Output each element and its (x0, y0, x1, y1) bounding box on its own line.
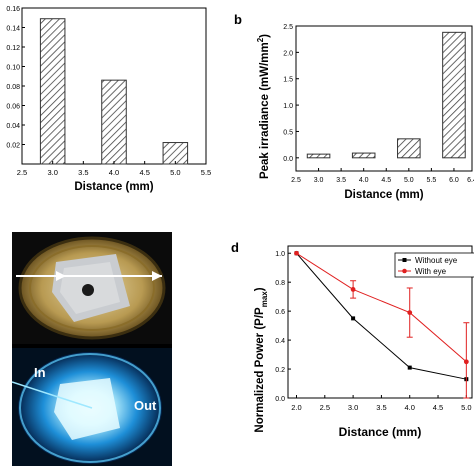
chart-a-ytick-label: 0.14 (6, 26, 20, 33)
chart-d-xtick-label: 2.5 (320, 403, 330, 412)
chart-a-ytick-label: 0.02 (6, 143, 20, 150)
chart-d-ytick-label: 0.4 (275, 338, 285, 345)
chart-a-xtick-label: 3.0 (47, 168, 57, 177)
chart-d-ytick-label: 1.0 (275, 251, 285, 258)
chart-b-ytick-label: 2.5 (283, 24, 293, 31)
chart-d-legend (394, 252, 474, 278)
chart-b-xtick-label: 4.5 (381, 177, 391, 184)
photo-label-in: In (34, 365, 46, 380)
chart-a-ytick-label: 0.12 (6, 45, 20, 52)
chart-d-xtick-label: 3.5 (376, 403, 386, 412)
chart-b-xtick-label: 5.5 (427, 177, 437, 184)
chart-b-xtick-label: 3.0 (314, 177, 324, 184)
chart-b-frame (295, 25, 473, 172)
device-photo: In Out (12, 232, 172, 466)
chart-d-legend-label: Without eye (415, 256, 458, 265)
chart-b-xtick-label: 2.5 (291, 177, 301, 184)
chart-b-ytick-label: 1.5 (283, 77, 293, 84)
chart-d-xtick-label: 3.0 (348, 403, 358, 412)
chart-d-xtick-label: 4.0 (405, 403, 415, 412)
chart-b-xtick-label: 3.5 (336, 177, 346, 184)
chart-b-bar-5.0 (397, 138, 421, 159)
chart-a-ytick-label: 0.16 (6, 6, 20, 13)
chart-d-point (350, 287, 356, 292)
chart-a-xtick-label: 4.5 (139, 168, 149, 177)
chart-d-legend-label: With eye (415, 267, 447, 276)
chart-a-bar-4.0 (101, 79, 127, 165)
chart-b-ytick-label: 0.0 (283, 156, 293, 163)
chart-b-bar-4.0 (351, 152, 376, 159)
chart-d-point (351, 316, 356, 321)
chart-a-ytick-label: 0.08 (6, 84, 20, 91)
chart-b-xtick-label: 5.0 (404, 177, 414, 184)
chart-a-ytick-label: 0.06 (6, 104, 20, 111)
chart-d-ytick-label: 0.8 (275, 280, 285, 287)
chart-d-point (463, 359, 469, 365)
device-photo-drawing (12, 232, 172, 466)
chart-d-point (407, 310, 413, 315)
photo-label-out: Out (134, 398, 157, 413)
chart-d-legend-marker (402, 258, 407, 262)
chart-d-point (407, 365, 412, 370)
chart-d-xtick-label: 4.5 (433, 403, 443, 412)
chart-d-frame (287, 245, 473, 399)
chart-b-ytick-label: 2.0 (283, 50, 293, 57)
chart-d-ytick-label: 0.6 (275, 309, 285, 316)
chart-b-xlabel: Distance (mm) (344, 189, 423, 201)
chart-a-bar-3.0 (39, 18, 66, 165)
chart-d-panel-label: d (231, 240, 239, 255)
chart-d-point (294, 250, 299, 256)
chart-b-xtick-label: 6.4 (467, 177, 474, 184)
chart-a-xtick-label: 3.5 (78, 168, 88, 177)
chart-a-ytick-label: 0.04 (6, 123, 20, 130)
chart-b-panel-label: b (234, 12, 242, 27)
chart-b-ytick-label: 1.0 (283, 103, 293, 110)
chart-a-bar-5.0 (162, 142, 189, 165)
chart-d-xtick-label: 2.0 (291, 403, 301, 412)
chart-b-ylabel: Peak irradiance (mW/mm2) (256, 34, 271, 179)
chart-d-xtick-label: 5.0 (461, 403, 471, 412)
chart-d-legend-marker (402, 268, 407, 274)
chart-d-ytick-label: 0.2 (275, 367, 285, 374)
chart-d-ylabel: Normalized Power (P/Pmax) (254, 287, 269, 432)
chart-a-xtick-label: 5.5 (201, 168, 211, 177)
chart-a-xlabel: Distance (mm) (74, 181, 153, 193)
chart-d-series-line-0 (296, 252, 467, 380)
chart-b-bar-6.0 (442, 31, 466, 159)
chart-d-xlabel: Distance (mm) (339, 425, 422, 439)
chart-a-xtick-label: 4.0 (109, 168, 119, 177)
chart-a-xtick-label: 5.0 (170, 168, 180, 177)
chart-b-xtick-label: 6.0 (449, 177, 459, 184)
chart-a-xtick-label: 2.5 (17, 168, 27, 177)
chart-d-series-line-1 (296, 252, 467, 363)
chart-d-ytick-label: 0.0 (275, 396, 285, 403)
chart-b-xtick-label: 4.0 (359, 177, 369, 184)
chart-b-bar-3.0 (306, 153, 331, 159)
chart-a-ytick-label: 0.10 (6, 65, 20, 72)
chart-b-ytick-label: 0.5 (283, 129, 293, 136)
